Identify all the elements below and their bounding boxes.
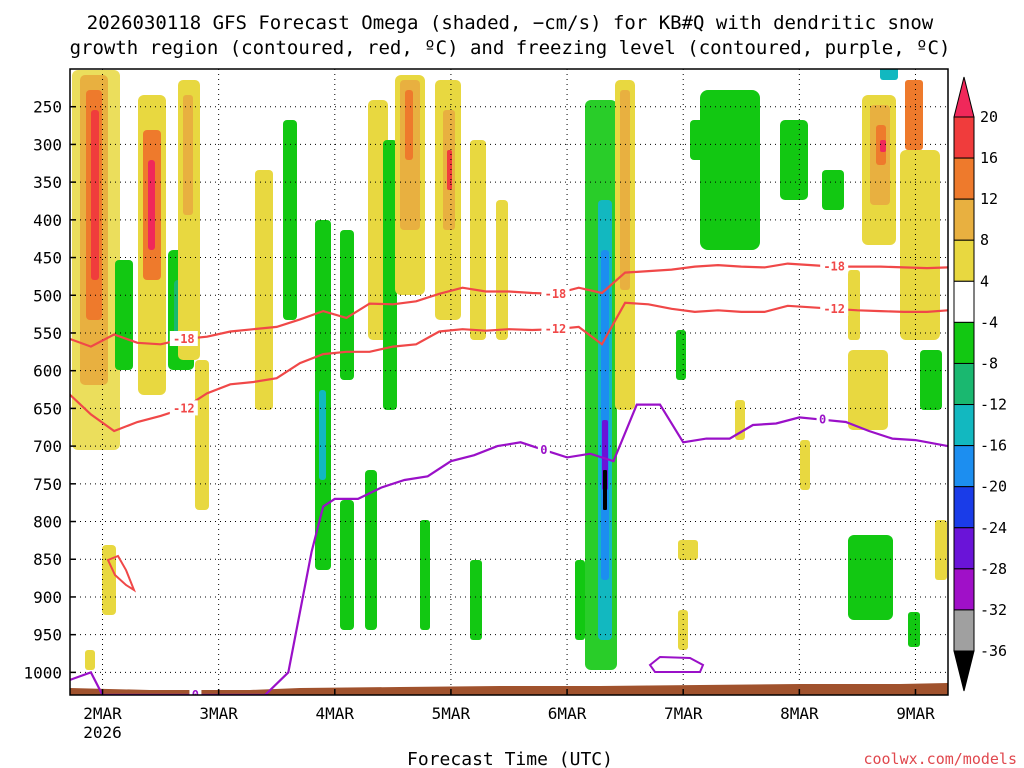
colorbar-band	[953, 445, 975, 488]
contour-label: -18	[545, 287, 567, 301]
x-tick-label: 6MAR	[548, 704, 587, 723]
colorbar-band	[953, 362, 975, 406]
contour-label: -12	[823, 302, 845, 316]
x-tick-label: 4MAR	[316, 704, 355, 723]
y-tick-label: 300	[33, 135, 62, 154]
colorbar-tick-label: 20	[980, 108, 998, 126]
x-tick-label: 3MAR	[199, 704, 238, 723]
y-tick-label: 450	[33, 249, 62, 268]
colorbar-band	[953, 198, 975, 241]
contour-label-bg	[820, 258, 849, 274]
y-tick-label: 550	[33, 324, 62, 343]
contour-label-bg	[816, 411, 829, 427]
x-axis-label: Forecast Time (UTC)	[407, 749, 613, 768]
colorbar-arrow-bottom	[953, 650, 975, 692]
x-tick-label: 2MAR	[83, 704, 122, 723]
y-tick-label: 800	[33, 513, 62, 532]
y-tick-label: 500	[33, 286, 62, 305]
contour-line--18	[70, 262, 948, 348]
contour-label-bg	[820, 300, 849, 316]
colorbar-band	[953, 157, 975, 200]
x-tick-label: 7MAR	[664, 704, 703, 723]
contour-line-0	[70, 403, 948, 695]
y-tick-label: 350	[33, 173, 62, 192]
y-tick-label: 600	[33, 362, 62, 381]
y-tick-label: 650	[33, 399, 62, 418]
x-tick-sublabel: 2026	[83, 723, 122, 742]
x-tick-label: 9MAR	[896, 704, 935, 723]
contour-label: -18	[173, 332, 195, 346]
contour-label: -12	[173, 401, 195, 415]
colorbar-tick-label: -24	[980, 519, 1007, 537]
y-tick-label: 400	[33, 211, 62, 230]
colorbar-band	[953, 568, 975, 611]
y-tick-label: 1000	[23, 663, 62, 682]
y-tick-label: 700	[33, 437, 62, 456]
contour-label-bg	[537, 441, 550, 457]
colorbar-band	[953, 116, 975, 159]
omega-shading	[72, 69, 947, 670]
contour-label-bg	[169, 400, 198, 416]
contour-line--12	[70, 301, 948, 433]
colorbar-tick-label: -16	[980, 437, 1007, 455]
closed-contour-purple	[648, 655, 705, 673]
colorbar-band	[953, 609, 975, 652]
y-axis-ticks: 250 300 350 400 450 500 550 600 650 700 750 800 850 9…	[23, 98, 76, 682]
colorbar-tick-label: 12	[980, 190, 998, 208]
y-tick-label: 250	[33, 98, 62, 117]
closed-contour-red	[106, 554, 137, 593]
y-tick-label: 950	[33, 626, 62, 645]
credit-text: coolwx.com/models	[863, 750, 1017, 768]
colorbar-tick-label: 16	[980, 149, 998, 167]
colorbar-band	[953, 321, 975, 364]
contour-label: -18	[823, 260, 845, 274]
colorbar-arrow-top	[953, 76, 975, 118]
contour-lines: -18 -18 -18 -12 -12 -12 0 0 0	[70, 258, 948, 702]
colorbar-band	[953, 527, 975, 570]
colorbar-tick-label: -4	[980, 313, 998, 331]
contour-label-bg	[189, 687, 202, 695]
contour-label: -12	[545, 322, 567, 336]
colorbar-band	[953, 486, 975, 529]
contour-label-bg	[169, 331, 198, 347]
y-tick-label: 850	[33, 550, 62, 569]
colorbar: 20 16 12 8 4 -4 -8 -12 -16 -20 -24 -28 -32 -36	[953, 76, 1007, 692]
x-tick-label: 5MAR	[432, 704, 471, 723]
x-tick-label: 8MAR	[780, 704, 819, 723]
contour-label: 0	[540, 443, 547, 457]
plot-border	[69, 68, 949, 696]
colorbar-band	[953, 239, 975, 282]
colorbar-tick-label: -20	[980, 478, 1007, 496]
colorbar-band	[953, 404, 975, 447]
contour-label-bg	[541, 321, 570, 337]
contour-label: 0	[192, 688, 199, 702]
colorbar-tick-label: -28	[980, 560, 1007, 578]
colorbar-tick-label: -32	[980, 601, 1007, 619]
colorbar-tick-label: -12	[980, 396, 1007, 414]
y-tick-label: 750	[33, 475, 62, 494]
terrain-ground	[70, 683, 948, 695]
colorbar-tick-label: -8	[980, 354, 998, 372]
contour-label: 0	[819, 413, 826, 427]
colorbar-tick-label: -36	[980, 642, 1007, 660]
colorbar-tick-label: 8	[980, 231, 989, 249]
colorbar-tick-label: 4	[980, 272, 989, 290]
chart-title-line-1: 2026030118 GFS Forecast Omega (shaded, −…	[87, 12, 934, 34]
colorbar-band	[953, 280, 975, 323]
contour-label-bg	[541, 285, 570, 301]
y-tick-label: 900	[33, 588, 62, 607]
chart-title-line-2: growth region (contoured, red, ºC) and f…	[70, 37, 951, 59]
